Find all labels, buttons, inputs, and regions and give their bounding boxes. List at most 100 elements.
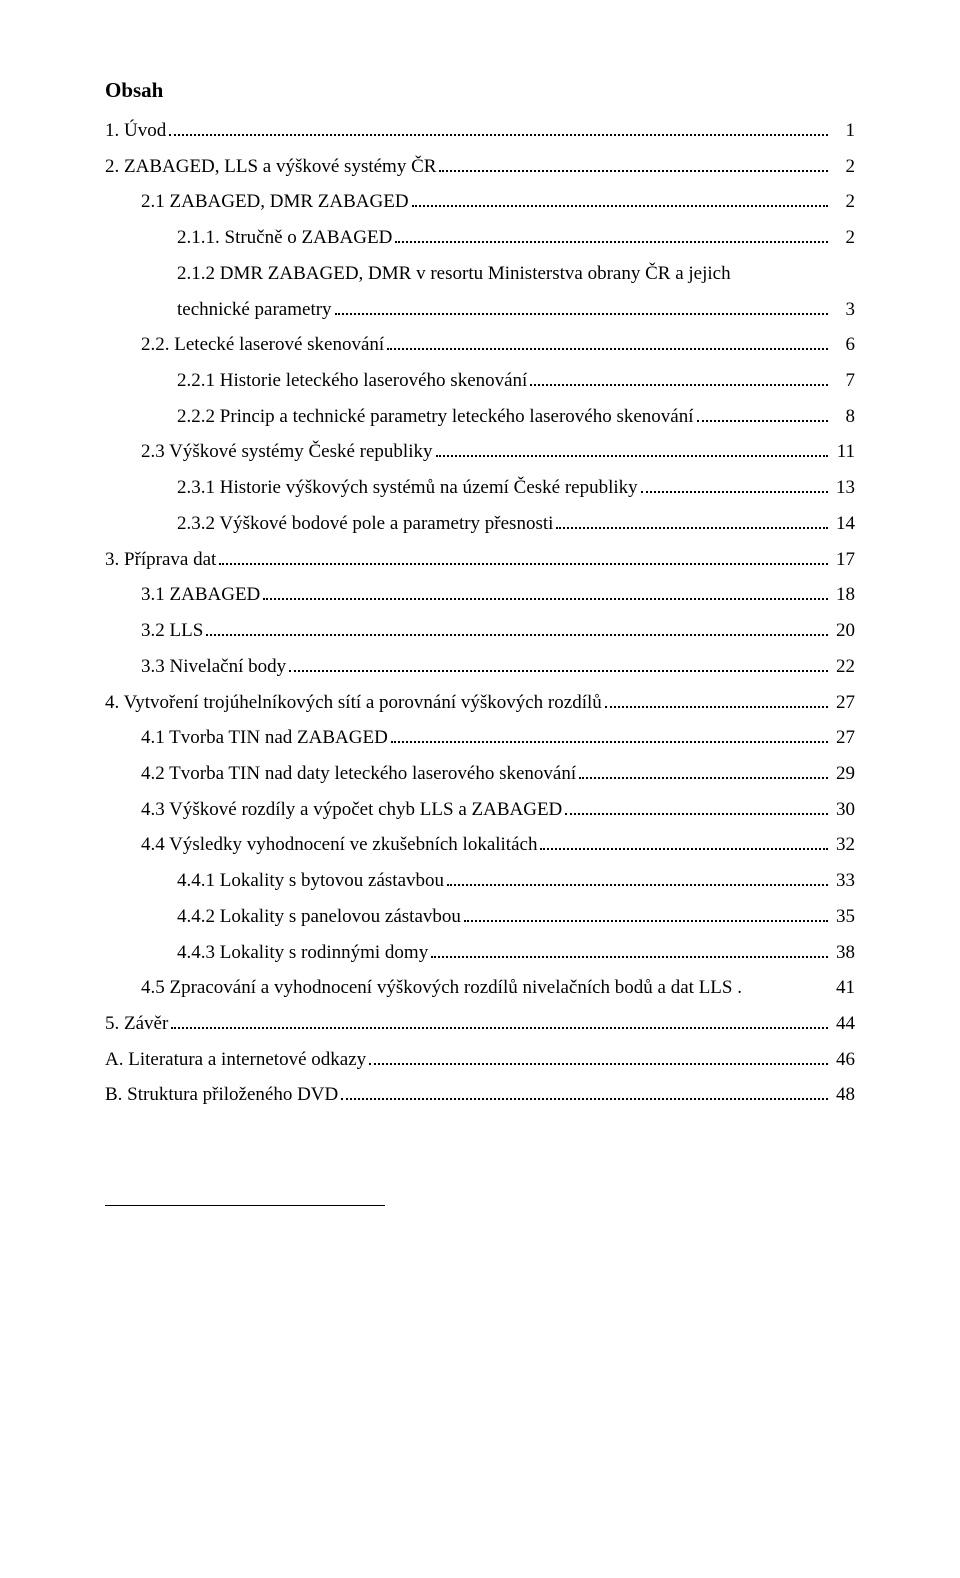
toc-entry: 4.4.1 Lokality s bytovou zástavbou 33 xyxy=(105,863,855,899)
toc-entry-page: 46 xyxy=(831,1042,855,1078)
toc-entry: B. Struktura přiloženého DVD 48 xyxy=(105,1077,855,1113)
toc-entry-page: 2 xyxy=(831,184,855,220)
toc-leader-dots xyxy=(605,706,828,708)
toc-entry-label: 4.3 Výškové rozdíly a výpočet chyb LLS a… xyxy=(141,792,562,828)
toc-entry: 3.1 ZABAGED 18 xyxy=(105,577,855,613)
toc-entry-label: 2.2.1 Historie leteckého laserového sken… xyxy=(177,363,527,399)
toc-entry-page: 38 xyxy=(831,935,855,971)
toc-leader-dots xyxy=(412,205,828,207)
toc-leader-dots xyxy=(697,420,829,422)
toc-entry-page: 11 xyxy=(831,434,855,470)
toc-entry-label: A. Literatura a internetové odkazy xyxy=(105,1042,366,1078)
toc-entry: 1. Úvod 1 xyxy=(105,113,855,149)
toc-entry: 4.2 Tvorba TIN nad daty leteckého lasero… xyxy=(105,756,855,792)
toc-entry-page: 2 xyxy=(831,220,855,256)
toc-entry-label: 4.4.1 Lokality s bytovou zástavbou xyxy=(177,863,444,899)
toc-entry-page: 14 xyxy=(831,506,855,542)
toc-entry-label: 3.3 Nivelační body xyxy=(141,649,286,685)
toc-entry: 3. Příprava dat 17 xyxy=(105,542,855,578)
toc-leader-dots xyxy=(206,634,828,636)
page-footer-rule xyxy=(105,1205,385,1206)
toc-leader-dots xyxy=(464,920,828,922)
toc-entry-page: 32 xyxy=(831,827,855,863)
toc-entry: 4. Vytvoření trojúhelníkových sítí a por… xyxy=(105,685,855,721)
toc-leader-dots xyxy=(641,491,828,493)
toc-leader-dots xyxy=(447,884,828,886)
toc-leader-dots xyxy=(169,134,828,136)
toc-entry-label: technické parametry xyxy=(177,292,332,328)
toc-entry-page: 29 xyxy=(831,756,855,792)
toc-entry: 2.1.1. Stručně o ZABAGED 2 xyxy=(105,220,855,256)
toc-leader-dots xyxy=(436,455,829,457)
toc-entry-label: 1. Úvod xyxy=(105,113,166,149)
toc-entry-page: 33 xyxy=(831,863,855,899)
toc-entry-page: 8 xyxy=(831,399,855,435)
toc-entry-page: 35 xyxy=(831,899,855,935)
toc-entry-page: 7 xyxy=(831,363,855,399)
toc-entry: 4.4 Výsledky vyhodnocení ve zkušebních l… xyxy=(105,827,855,863)
toc-entry-label: B. Struktura přiloženého DVD xyxy=(105,1077,338,1113)
toc-entry: 2.3.1 Historie výškových systémů na územ… xyxy=(105,470,855,506)
toc-entry-label: 2.3.2 Výškové bodové pole a parametry př… xyxy=(177,506,553,542)
toc-entry: 2.3.2 Výškové bodové pole a parametry př… xyxy=(105,506,855,542)
toc-entry-page: 27 xyxy=(831,720,855,756)
toc-leader-dots xyxy=(289,670,828,672)
toc-entry-label: 2.2.2 Princip a technické parametry lete… xyxy=(177,399,694,435)
toc-entry: 4.1 Tvorba TIN nad ZABAGED 27 xyxy=(105,720,855,756)
toc-entry: 2.2.2 Princip a technické parametry lete… xyxy=(105,399,855,435)
toc-leader-dots xyxy=(395,241,828,243)
toc-entry-label: 2.2. Letecké laserové skenování xyxy=(141,327,384,363)
toc-entry-label: 4.5 Zpracování a vyhodnocení výškových r… xyxy=(141,970,742,1006)
toc-leader-dots xyxy=(439,170,828,172)
toc-entry: 2. ZABAGED, LLS a výškové systémy ČR 2 xyxy=(105,149,855,185)
toc-leader-dots xyxy=(341,1098,828,1100)
toc-entry-label: 2.3.1 Historie výškových systémů na územ… xyxy=(177,470,638,506)
toc-entry: 4.5 Zpracování a vyhodnocení výškových r… xyxy=(105,970,855,1006)
toc-entry-page: 13 xyxy=(831,470,855,506)
toc-list: 1. Úvod 12. ZABAGED, LLS a výškové systé… xyxy=(105,113,855,1113)
toc-entry-page: 48 xyxy=(831,1077,855,1113)
toc-leader-dots xyxy=(219,563,828,565)
toc-entry: 2.2.1 Historie leteckého laserového sken… xyxy=(105,363,855,399)
toc-entry: 2.2. Letecké laserové skenování 6 xyxy=(105,327,855,363)
toc-entry-page: 1 xyxy=(831,113,855,149)
toc-leader-dots xyxy=(431,956,828,958)
toc-entry-label: 3.2 LLS xyxy=(141,613,203,649)
toc-entry-label: 4. Vytvoření trojúhelníkových sítí a por… xyxy=(105,685,602,721)
toc-entry-label: 4.4 Výsledky vyhodnocení ve zkušebních l… xyxy=(141,827,537,863)
toc-entry: 2.1.2 DMR ZABAGED, DMR v resortu Ministe… xyxy=(105,256,855,292)
toc-entry-label: 3. Příprava dat xyxy=(105,542,216,578)
toc-leader-dots xyxy=(391,741,828,743)
toc-entry: 4.3 Výškové rozdíly a výpočet chyb LLS a… xyxy=(105,792,855,828)
toc-entry-page: 18 xyxy=(831,577,855,613)
toc-entry-page: 17 xyxy=(831,542,855,578)
toc-leader-dots xyxy=(369,1063,828,1065)
toc-entry-page: 3 xyxy=(831,292,855,328)
toc-entry-label: 4.1 Tvorba TIN nad ZABAGED xyxy=(141,720,388,756)
toc-entry-page: 22 xyxy=(831,649,855,685)
toc-entry-label: 2.1.1. Stručně o ZABAGED xyxy=(177,220,392,256)
toc-entry-label: 4.4.2 Lokality s panelovou zástavbou xyxy=(177,899,461,935)
toc-entry: 3.3 Nivelační body 22 xyxy=(105,649,855,685)
toc-entry: technické parametry 3 xyxy=(105,292,855,328)
toc-entry-label: 2.1.2 DMR ZABAGED, DMR v resortu Ministe… xyxy=(177,256,731,292)
toc-entry-label: 4.4.3 Lokality s rodinnými domy xyxy=(177,935,428,971)
toc-entry: 4.4.2 Lokality s panelovou zástavbou 35 xyxy=(105,899,855,935)
toc-leader-dots xyxy=(565,813,828,815)
toc-entry-label: 3.1 ZABAGED xyxy=(141,577,260,613)
toc-leader-dots xyxy=(335,313,828,315)
toc-title: Obsah xyxy=(105,78,855,103)
toc-leader-dots xyxy=(387,348,828,350)
toc-entry: 2.1 ZABAGED, DMR ZABAGED 2 xyxy=(105,184,855,220)
toc-leader-dots xyxy=(556,527,828,529)
toc-entry-page: 44 xyxy=(831,1006,855,1042)
toc-entry: 3.2 LLS 20 xyxy=(105,613,855,649)
toc-entry-label: 2.1 ZABAGED, DMR ZABAGED xyxy=(141,184,409,220)
toc-leader-dots xyxy=(530,384,828,386)
toc-leader-dots xyxy=(579,777,828,779)
toc-entry: A. Literatura a internetové odkazy 46 xyxy=(105,1042,855,1078)
toc-page: Obsah 1. Úvod 12. ZABAGED, LLS a výškové… xyxy=(0,0,960,1311)
toc-entry-page: 41 xyxy=(831,970,855,1006)
toc-entry-page: 2 xyxy=(831,149,855,185)
toc-entry-page: 6 xyxy=(831,327,855,363)
